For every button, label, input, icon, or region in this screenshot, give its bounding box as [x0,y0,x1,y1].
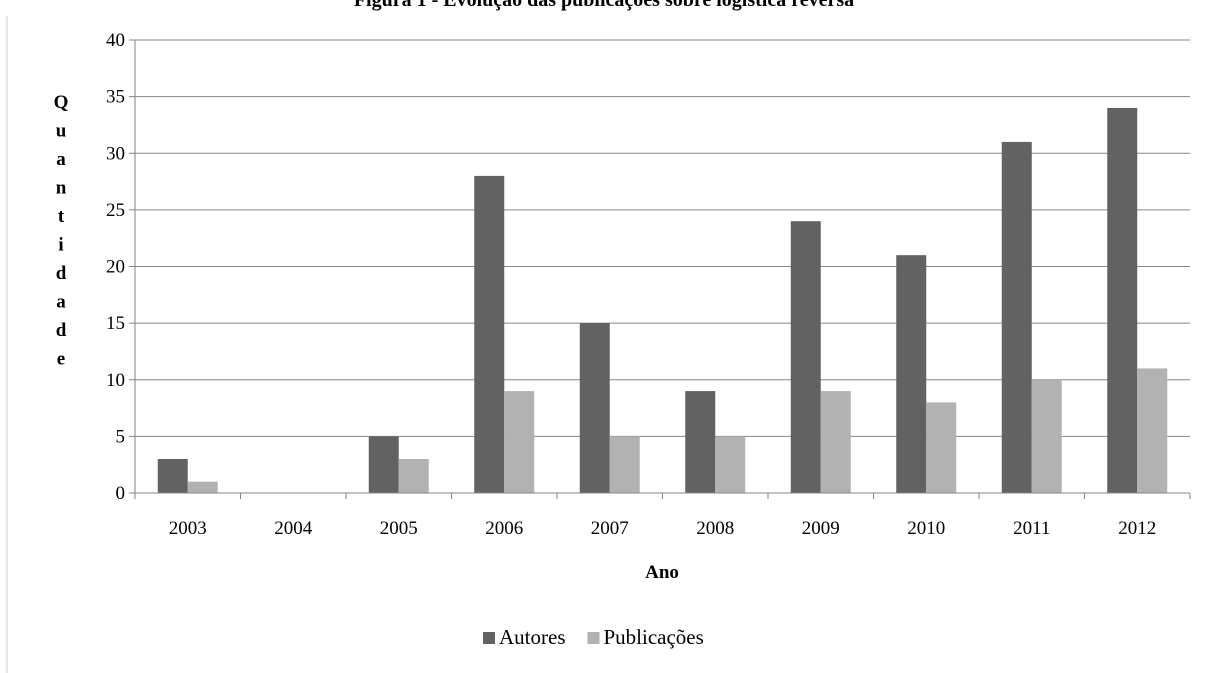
x-tick-label: 2009 [802,518,840,539]
bar-publicacoes-2007 [609,436,640,493]
bar-autores-2006 [474,175,505,493]
y-tick-label: 35 [106,87,125,108]
bar-autores-2005 [368,436,399,493]
x-tick-label: 2011 [1013,518,1050,539]
chart-title: Figura 1 - Evolução das publicações sobr… [354,0,854,11]
y-tick-label: 30 [106,143,125,164]
x-tick-label: 2006 [485,518,523,539]
bar-publicacoes-2008 [715,436,746,493]
bar-autores-2008 [685,391,716,493]
x-tick-label: 2010 [907,518,945,539]
bar-autores-2007 [579,323,610,493]
legend-label-publicacoes: Publicações [604,625,704,649]
y-tick-label: 40 [106,30,125,51]
y-tick-label: 5 [116,426,126,447]
bar-publicacoes-2012 [1137,368,1168,493]
bar-autores-2011 [1001,141,1032,494]
y-axis-ticks: 0 5 10 15 20 25 30 35 40 [106,30,135,504]
bar-autores-2003 [157,459,188,493]
x-tick-label: 2003 [169,518,207,539]
x-tick-label: 2005 [380,518,418,539]
bar-autores-2010 [896,255,927,493]
y-tick-label: 20 [106,257,125,278]
legend-swatch-autores [483,632,495,644]
y-tick-label: 15 [106,313,125,334]
bar-publicacoes-2009 [820,391,851,493]
legend-label-autores: Autores [499,625,566,649]
x-axis-ticks: 2003 2004 2005 2006 2007 2008 2009 2010 2011 2012 [134,493,1191,539]
bar-autores-2012 [1107,107,1138,493]
bar-publicacoes-2005 [398,459,429,493]
x-tick-label: 2004 [274,518,313,539]
bar-publicacoes-2010 [926,402,957,493]
bar-publicacoes-2003 [187,481,218,493]
y-tick-label: 10 [106,370,125,391]
y-tick-label: 0 [116,483,126,504]
bar-publicacoes-2011 [1031,379,1062,493]
x-tick-label: 2008 [696,518,734,539]
bar-publicacoes-2006 [504,391,535,493]
x-axis-label: Ano [645,562,679,583]
bars [157,107,1168,494]
x-tick-label: 2012 [1118,518,1156,539]
y-tick-label: 25 [106,200,125,221]
legend-swatch-publicacoes [587,632,600,644]
legend: Autores Publicações [483,625,704,649]
bar-autores-2009 [790,221,821,493]
x-tick-label: 2007 [591,518,629,539]
